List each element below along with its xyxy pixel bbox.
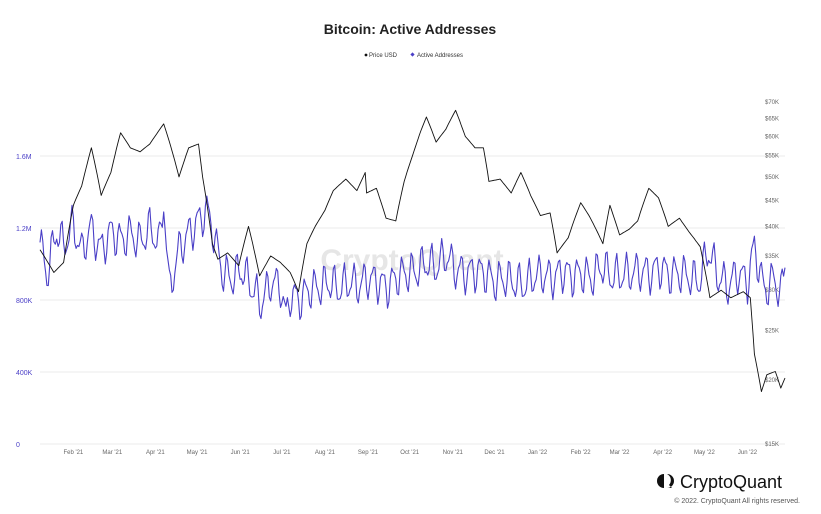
chart-title: Bitcoin: Active Addresses [324, 21, 497, 37]
x-tick-label: Feb '22 [571, 450, 591, 456]
right-tick-label: $65K [765, 117, 779, 123]
copyright-text: © 2022. CryptoQuant All rights reserved. [674, 497, 800, 505]
series-price-line [39, 109, 786, 393]
x-tick-label: Mar '21 [102, 450, 122, 456]
right-tick-label: $45K [765, 198, 779, 204]
series-layer [39, 109, 786, 393]
legend-price-label[interactable]: Price USD [369, 53, 398, 59]
x-tick-label: Mar '22 [610, 450, 630, 456]
x-tick-label: May '22 [694, 450, 715, 456]
x-tick-label: Nov '21 [443, 450, 464, 456]
left-tick-label: 0 [16, 442, 20, 449]
legend[interactable]: Price USD Active Addresses [364, 52, 463, 59]
left-tick-label: 1.2M [16, 226, 32, 233]
right-tick-label: $60K [765, 134, 779, 140]
series-active-addresses-line [39, 195, 786, 320]
right-tick-label: $35K [765, 254, 779, 260]
left-tick-label: 1.6M [16, 154, 32, 161]
x-tick-label: Dec '21 [484, 450, 505, 456]
right-axis: $15K $20K $25K $30K $35K $40K $45K $50K $55K $60K… [765, 100, 779, 448]
x-tick-label: Apr '22 [653, 450, 672, 456]
x-axis: Feb '21 Mar '21 Apr '21 May '21 Jun '21 Jul '… [63, 450, 757, 456]
legend-active-label[interactable]: Active Addresses [417, 53, 463, 59]
watermark: CryptoQuant [320, 244, 503, 277]
x-tick-label: Aug '21 [315, 450, 336, 456]
right-tick-label: $55K [765, 154, 779, 160]
x-tick-label: Apr '21 [146, 450, 165, 456]
x-tick-label: Jan '22 [528, 450, 548, 456]
right-tick-label: $50K [765, 175, 779, 181]
left-tick-label: 800K [16, 298, 33, 305]
x-tick-label: May '21 [187, 450, 208, 456]
cryptoquant-logo-icon [657, 474, 674, 488]
x-tick-label: Oct '21 [400, 450, 419, 456]
right-tick-label: $15K [765, 442, 779, 448]
brand-logo: CryptoQuant © 2022. CryptoQuant All righ… [657, 472, 800, 505]
right-tick-label: $25K [765, 329, 779, 335]
gridlines [40, 155, 785, 445]
x-tick-label: Sep '21 [358, 450, 379, 456]
x-tick-label: Feb '21 [63, 450, 83, 456]
right-tick-label: $20K [765, 378, 779, 384]
x-tick-label: Jun '22 [738, 450, 758, 456]
right-tick-label: $70K [765, 100, 779, 106]
legend-active-marker [410, 52, 415, 57]
left-tick-label: 400K [16, 370, 33, 377]
right-tick-label: $30K [765, 288, 779, 294]
brand-name: CryptoQuant [680, 472, 782, 492]
left-axis: 0 400K 800K 1.2M 1.6M [16, 154, 33, 449]
legend-price-marker [364, 53, 368, 57]
right-tick-label: $40K [765, 224, 779, 230]
x-tick-label: Jul '21 [273, 450, 291, 456]
x-tick-label: Jun '21 [231, 450, 251, 456]
